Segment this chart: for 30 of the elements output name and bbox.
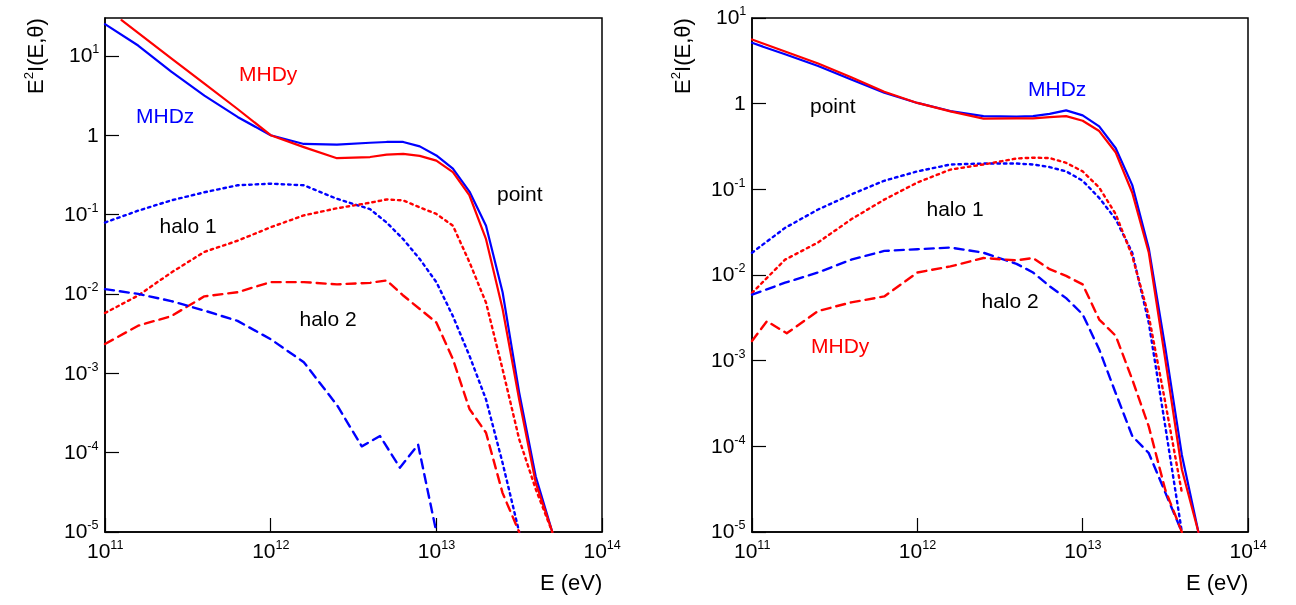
x-tick-label: 10$^{14}$ xyxy=(583,537,621,562)
y-tick-label: 10$^{-4}$ xyxy=(711,432,746,457)
y-tick-label: 10$^{-1}$ xyxy=(711,175,746,200)
annotation: halo 2 xyxy=(299,306,357,330)
y-tick-label: 10$^{1}$ xyxy=(69,41,100,67)
x-tick-label: 10$^{13}$ xyxy=(1064,537,1102,562)
x-tick-label: 10$^{12}$ xyxy=(898,537,937,562)
y-tick-label: 1 xyxy=(87,122,99,146)
annotation: halo 1 xyxy=(159,213,217,237)
x-axis-title: E (eV) xyxy=(540,570,603,595)
y-tick-label: 10$^{-3}$ xyxy=(711,346,746,372)
y-tick-label: 10$^{-2}$ xyxy=(64,279,99,305)
y-tick-label: 10$^{-2}$ xyxy=(711,261,746,286)
series-label: MHDy xyxy=(811,333,870,357)
y-tick-label: 10$^{1}$ xyxy=(716,4,747,29)
x-tick-label: 10$^{12}$ xyxy=(252,537,290,562)
y-tick-label: 10$^{-4}$ xyxy=(64,438,99,464)
x-tick-label: 10$^{13}$ xyxy=(417,537,456,562)
x-tick-label: 10$^{14}$ xyxy=(1229,537,1267,562)
y-tick-label: 10$^{-1}$ xyxy=(64,200,99,226)
annotation: point xyxy=(810,93,856,117)
annotation: halo 2 xyxy=(981,288,1039,312)
series-label: MHDz xyxy=(136,103,195,127)
series-label: MHDz xyxy=(1028,76,1087,100)
x-axis-title: E (eV) xyxy=(1186,570,1249,595)
annotation: point xyxy=(497,181,543,205)
series-label: MHDy xyxy=(239,61,298,85)
y-tick-label: 1 xyxy=(734,91,746,115)
y-tick-label: 10$^{-3}$ xyxy=(64,359,99,384)
annotation: halo 1 xyxy=(926,196,984,220)
